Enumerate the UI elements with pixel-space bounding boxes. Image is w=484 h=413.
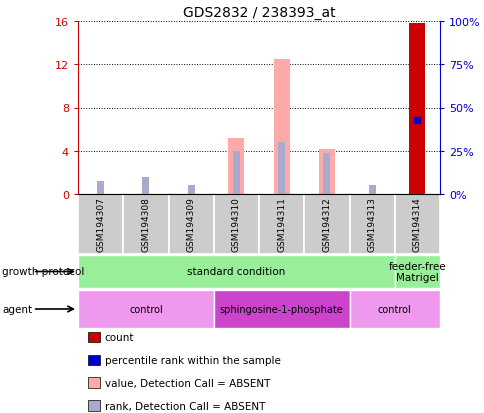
Text: GSM194313: GSM194313 [367,197,376,252]
Text: control: control [377,304,411,314]
Bar [228,138,244,195]
Bar [187,186,194,195]
Bar [323,154,330,195]
Text: rank, Detection Call = ABSENT: rank, Detection Call = ABSENT [105,401,264,411]
Text: standard condition: standard condition [187,267,285,277]
Title: GDS2832 / 238393_at: GDS2832 / 238393_at [182,5,334,19]
Bar [78,290,213,328]
Bar [303,195,349,254]
Text: GSM194307: GSM194307 [96,197,105,252]
Bar [78,195,123,254]
Bar [97,182,104,195]
Text: control: control [129,304,163,314]
Text: GSM194310: GSM194310 [231,197,241,252]
Bar [123,195,168,254]
Text: count: count [105,332,134,342]
Text: GSM194309: GSM194309 [186,197,195,252]
Text: GSM194308: GSM194308 [141,197,150,252]
Bar [168,195,213,254]
Bar [394,255,439,289]
Bar [142,177,149,195]
Text: value, Detection Call = ABSENT: value, Detection Call = ABSENT [105,378,270,388]
Bar [278,143,285,195]
Bar [394,195,439,254]
Bar [78,255,394,289]
Bar [408,24,424,195]
Text: GSM194312: GSM194312 [322,197,331,252]
Bar [232,152,239,195]
Bar [273,60,289,195]
Text: percentile rank within the sample: percentile rank within the sample [105,355,280,365]
Bar [318,149,334,195]
Text: agent: agent [2,304,32,314]
Text: GSM194314: GSM194314 [412,197,421,252]
Text: feeder-free
Matrigel: feeder-free Matrigel [388,261,445,282]
Text: sphingosine-1-phosphate: sphingosine-1-phosphate [219,304,343,314]
Bar [258,195,303,254]
Bar [368,186,375,195]
Bar [349,195,394,254]
Bar [213,290,349,328]
Bar [213,195,258,254]
Text: growth protocol: growth protocol [2,267,85,277]
Bar [349,290,439,328]
Text: GSM194311: GSM194311 [276,197,286,252]
